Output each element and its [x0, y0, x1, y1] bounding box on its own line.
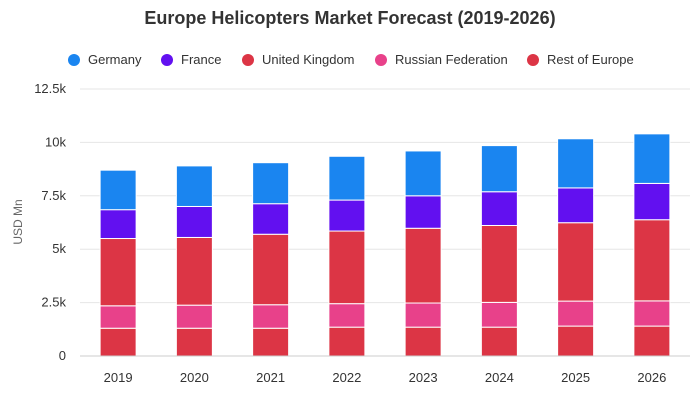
bars — [99, 133, 671, 357]
bar-russian-federation-2019[interactable] — [99, 305, 137, 329]
bar-germany-2023[interactable] — [404, 150, 442, 197]
bar-united-kingdom-2025[interactable] — [557, 222, 595, 302]
bar-germany-2020[interactable] — [175, 165, 213, 207]
bar-germany-2022[interactable] — [328, 155, 366, 201]
x-tick-label: 2025 — [561, 370, 590, 385]
bar-france-2021[interactable] — [252, 203, 290, 235]
bar-russian-federation-2022[interactable] — [328, 303, 366, 328]
bar-united-kingdom-2026[interactable] — [633, 219, 671, 302]
bar-rest-of-europe-2019[interactable] — [99, 327, 137, 357]
bar-rest-of-europe-2023[interactable] — [404, 326, 442, 357]
bar-rest-of-europe-2021[interactable] — [252, 327, 290, 357]
y-tick-label: 0 — [59, 348, 66, 363]
legend: Germany France United Kingdom Russian Fe… — [0, 52, 700, 72]
y-tick-label: 2.5k — [41, 295, 66, 310]
bar-united-kingdom-2019[interactable] — [99, 238, 137, 307]
legend-label: Germany — [88, 52, 142, 67]
y-tick-label: 12.5k — [34, 81, 66, 96]
x-tick-label: 2026 — [637, 370, 666, 385]
y-tick-label: 5k — [52, 241, 66, 256]
bar-united-kingdom-2021[interactable] — [252, 233, 290, 306]
y-tick-label: 7.5k — [41, 188, 66, 203]
bar-germany-2025[interactable] — [557, 138, 595, 189]
bar-france-2020[interactable] — [175, 205, 213, 238]
x-axis-ticks: 2019 2020 2021 2022 2023 2024 2025 2026 — [104, 370, 667, 385]
legend-label: Rest of Europe — [547, 52, 634, 67]
legend-swatch — [161, 53, 173, 66]
bar-rest-of-europe-2022[interactable] — [328, 326, 366, 357]
legend-item-russian-federation[interactable]: Russian Federation — [375, 52, 508, 67]
legend-label: France — [181, 52, 222, 67]
gridlines — [80, 88, 690, 304]
bar-rest-of-europe-2024[interactable] — [480, 326, 518, 357]
legend-swatch — [242, 53, 254, 66]
legend-item-germany[interactable]: Germany — [68, 52, 141, 67]
bar-rest-of-europe-2020[interactable] — [175, 327, 213, 357]
bar-france-2023[interactable] — [404, 195, 442, 229]
x-tick-label: 2020 — [180, 370, 209, 385]
bar-russian-federation-2026[interactable] — [633, 300, 671, 327]
bar-russian-federation-2023[interactable] — [404, 302, 442, 328]
x-tick-label: 2024 — [485, 370, 514, 385]
x-tick-label: 2023 — [409, 370, 438, 385]
legend-label: Russian Federation — [395, 52, 508, 67]
bar-russian-federation-2024[interactable] — [480, 301, 518, 328]
bar-united-kingdom-2023[interactable] — [404, 227, 442, 304]
bar-united-kingdom-2020[interactable] — [175, 236, 213, 306]
legend-swatch — [375, 53, 387, 66]
x-tick-label: 2019 — [104, 370, 133, 385]
bar-france-2022[interactable] — [328, 199, 366, 232]
legend-item-rest-of-europe[interactable]: Rest of Europe — [527, 52, 634, 67]
legend-item-france[interactable]: France — [161, 52, 221, 67]
bar-france-2025[interactable] — [557, 187, 595, 224]
bar-france-2024[interactable] — [480, 191, 518, 226]
bar-france-2026[interactable] — [633, 182, 671, 221]
bar-rest-of-europe-2025[interactable] — [557, 325, 595, 357]
bar-germany-2026[interactable] — [633, 133, 671, 184]
bar-france-2019[interactable] — [99, 209, 137, 240]
x-tick-label: 2021 — [256, 370, 285, 385]
legend-swatch — [527, 53, 539, 66]
legend-swatch — [68, 53, 80, 66]
x-tick-label: 2022 — [332, 370, 361, 385]
y-axis-title: USD Mn — [11, 199, 25, 244]
bar-russian-federation-2020[interactable] — [175, 304, 213, 329]
legend-item-united-kingdom[interactable]: United Kingdom — [242, 52, 355, 67]
bar-united-kingdom-2024[interactable] — [480, 224, 518, 303]
y-axis-ticks: 0 2.5k 5k 7.5k 10k 12.5k — [34, 81, 66, 363]
bar-rest-of-europe-2026[interactable] — [633, 325, 671, 357]
bar-germany-2019[interactable] — [99, 169, 137, 211]
bar-united-kingdom-2022[interactable] — [328, 230, 366, 305]
chart-title: Europe Helicopters Market Forecast (2019… — [144, 8, 556, 28]
bar-russian-federation-2021[interactable] — [252, 304, 290, 329]
legend-label: United Kingdom — [262, 52, 355, 67]
y-tick-label: 10k — [45, 134, 66, 149]
bar-germany-2024[interactable] — [480, 145, 518, 193]
bar-russian-federation-2025[interactable] — [557, 300, 595, 327]
bar-germany-2021[interactable] — [252, 162, 290, 205]
